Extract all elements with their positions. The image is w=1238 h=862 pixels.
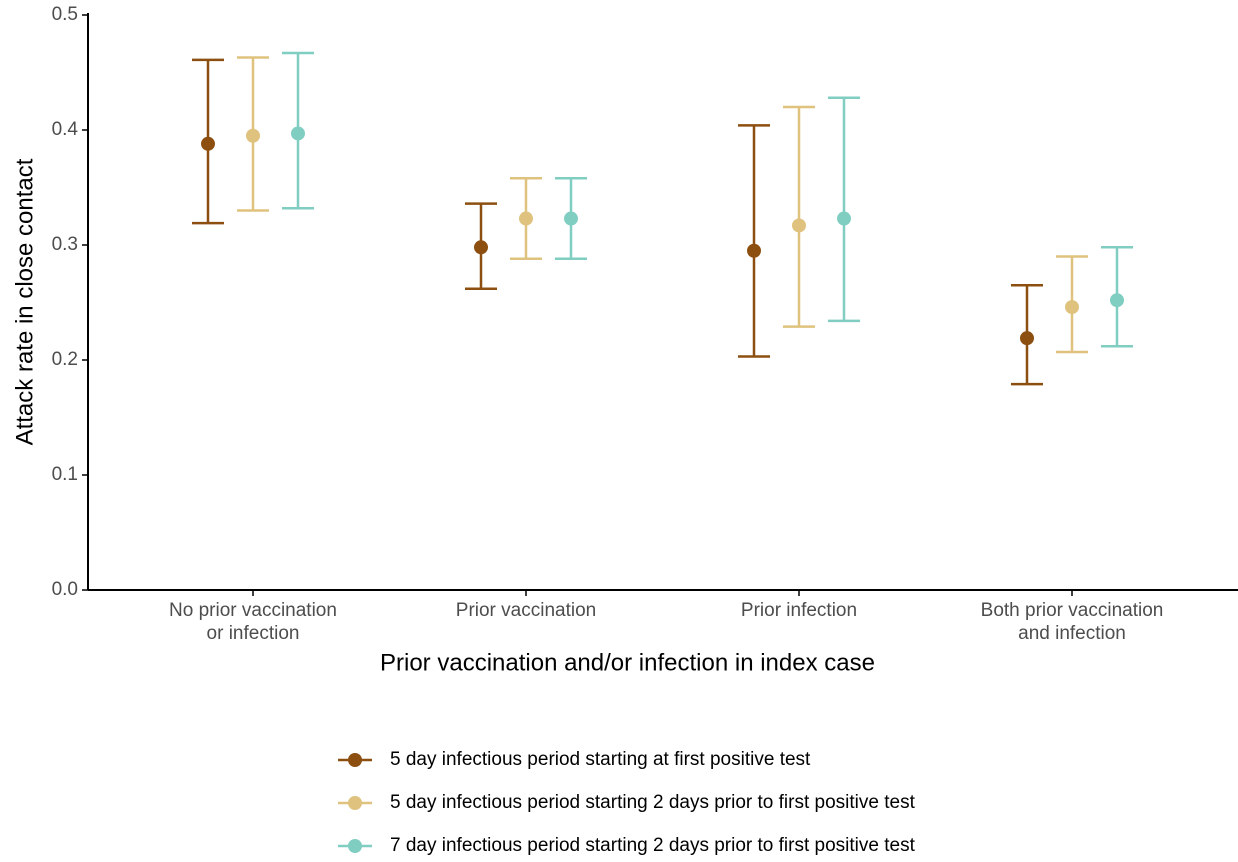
legend-point — [348, 796, 362, 810]
legend-label: 7 day infectious period starting 2 days … — [390, 835, 916, 856]
legend-label: 5 day infectious period starting at firs… — [390, 749, 811, 770]
point — [474, 240, 488, 255]
point — [564, 211, 578, 226]
point — [519, 211, 533, 226]
y-tick-label: 0.4 — [52, 119, 79, 140]
x-tick-label: Both prior vaccination and infection — [980, 600, 1164, 644]
y-tick-label: 0.1 — [52, 464, 78, 485]
point — [747, 243, 761, 258]
legend-label: 5 day infectious period starting 2 days … — [390, 792, 916, 813]
y-tick-label: 0.0 — [52, 579, 78, 600]
error-bar — [828, 96, 860, 323]
x-tick-label: No prior vaccination or infection — [169, 600, 337, 644]
point — [1110, 293, 1124, 308]
x-tick-label: Prior infection — [740, 600, 858, 621]
error-bar — [783, 105, 815, 328]
error-bar — [738, 124, 770, 358]
y-tick-label: 0.3 — [52, 234, 78, 255]
point — [792, 218, 806, 233]
y-tick-label: 0.5 — [52, 4, 78, 25]
point — [201, 136, 215, 151]
point — [291, 126, 305, 141]
point — [246, 128, 260, 143]
legend-point — [348, 753, 362, 767]
x-tick-label: Prior vaccination — [455, 600, 597, 621]
point — [837, 211, 851, 226]
legend-point — [348, 839, 362, 853]
y-tick-label: 0.2 — [52, 349, 78, 370]
point — [1020, 331, 1034, 346]
point — [1065, 300, 1079, 315]
x-axis-title: Prior vaccination and/or infection in in… — [380, 649, 875, 676]
y-axis-title: Attack rate in close contact — [11, 158, 38, 445]
